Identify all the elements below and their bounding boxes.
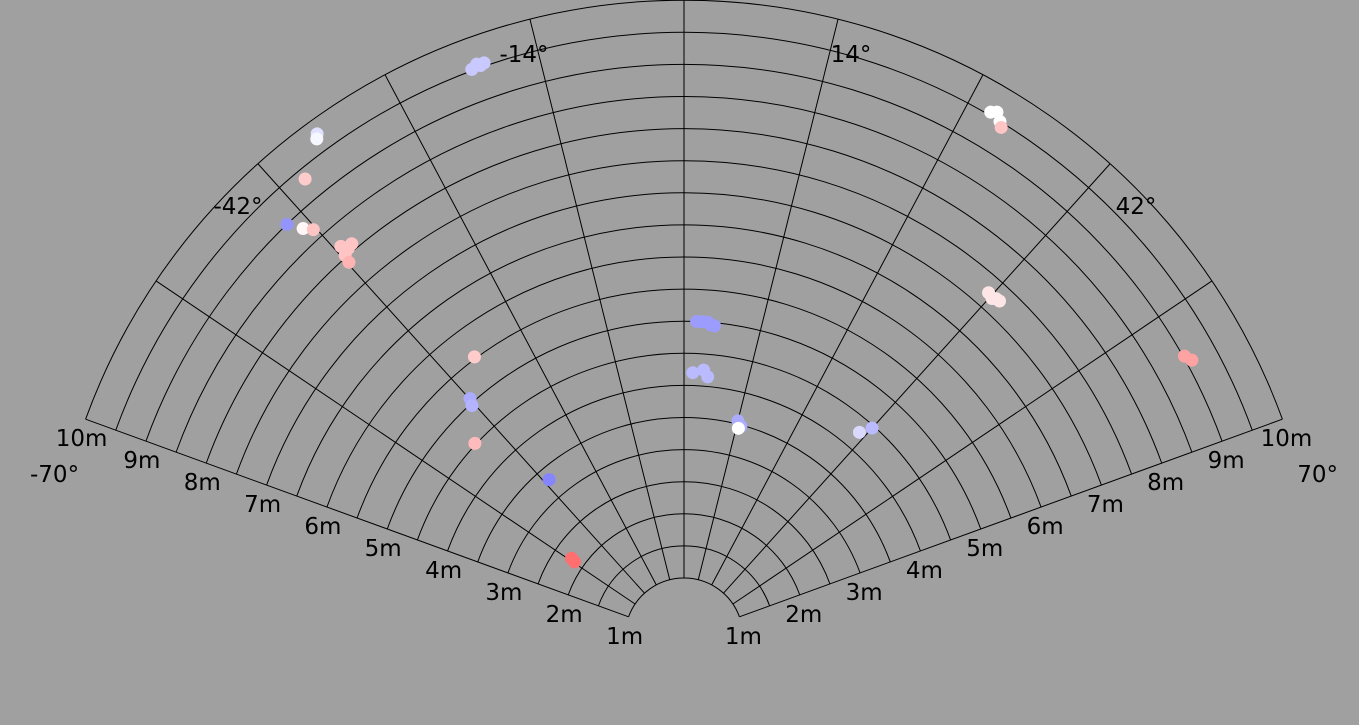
range-tick-label: 8m [184, 470, 221, 496]
data-point [1185, 353, 1199, 367]
range-tick-label: 7m [1087, 492, 1124, 518]
data-point [565, 551, 579, 565]
angle-spoke [85, 418, 629, 618]
data-point [310, 132, 324, 146]
angle-tick-label: 42° [1116, 194, 1157, 220]
data-point [468, 436, 482, 450]
angle-spoke [257, 163, 645, 594]
data-point [306, 223, 320, 237]
data-point [686, 366, 700, 380]
angle-spoke [697, 18, 839, 580]
range-tick-label: 5m [365, 536, 402, 562]
data-point [465, 62, 479, 76]
range-tick-label: 6m [1027, 514, 1064, 540]
angle-spoke [723, 163, 1111, 594]
angle-tick-label: 70° [1297, 462, 1338, 488]
data-point [465, 399, 479, 413]
data-point [298, 172, 312, 186]
data-point [994, 120, 1008, 134]
range-tick-label: 5m [966, 536, 1003, 562]
range-tick-label: 6m [304, 514, 341, 540]
data-point [296, 222, 310, 236]
range-ring [85, 0, 1283, 420]
range-tick-label: 7m [244, 492, 281, 518]
data-point [993, 294, 1006, 308]
grid-layer [85, 0, 1283, 618]
range-tick-label: 1m [606, 624, 643, 650]
data-point [342, 255, 356, 269]
range-tick-label: 9m [1208, 448, 1245, 474]
angle-spoke [739, 418, 1283, 618]
range-tick-label: 3m [846, 580, 883, 606]
angle-tick-label: 14° [831, 42, 872, 68]
data-point [865, 421, 879, 435]
data-point [345, 237, 359, 251]
angle-spoke [155, 280, 636, 605]
range-tick-label: 10m [56, 426, 108, 452]
angle-spoke [384, 74, 657, 586]
range-tick-label: 10m [1261, 426, 1313, 452]
range-tick-label: 2m [546, 602, 583, 628]
angle-tick-label: -70° [30, 462, 79, 488]
data-point [852, 425, 866, 439]
labels-layer: -70° -42° -14° 14° 42° 70° 1m 1m 2m 2m 3m 3m 4m 4m 5m 5… [30, 42, 1338, 650]
range-tick-label: 2m [785, 602, 822, 628]
angle-spoke [529, 18, 671, 580]
data-point [280, 217, 294, 231]
angle-tick-label: -42° [213, 194, 262, 220]
range-tick-label: 4m [906, 558, 943, 584]
data-point [708, 319, 721, 333]
range-ring [628, 577, 740, 617]
data-point [701, 370, 715, 384]
range-tick-label: 4m [425, 558, 462, 584]
range-tick-label: 9m [123, 448, 160, 474]
data-point [542, 473, 556, 487]
range-tick-label: 1m [725, 624, 762, 650]
data-point [990, 105, 1004, 119]
angle-spoke [711, 74, 984, 586]
range-tick-label: 3m [485, 580, 522, 606]
angle-tick-label: -14° [499, 42, 548, 68]
angle-spoke [732, 280, 1213, 605]
data-point [731, 421, 745, 435]
data-point [467, 350, 481, 364]
points-layer [280, 56, 1199, 569]
range-tick-label: 8m [1147, 470, 1184, 496]
